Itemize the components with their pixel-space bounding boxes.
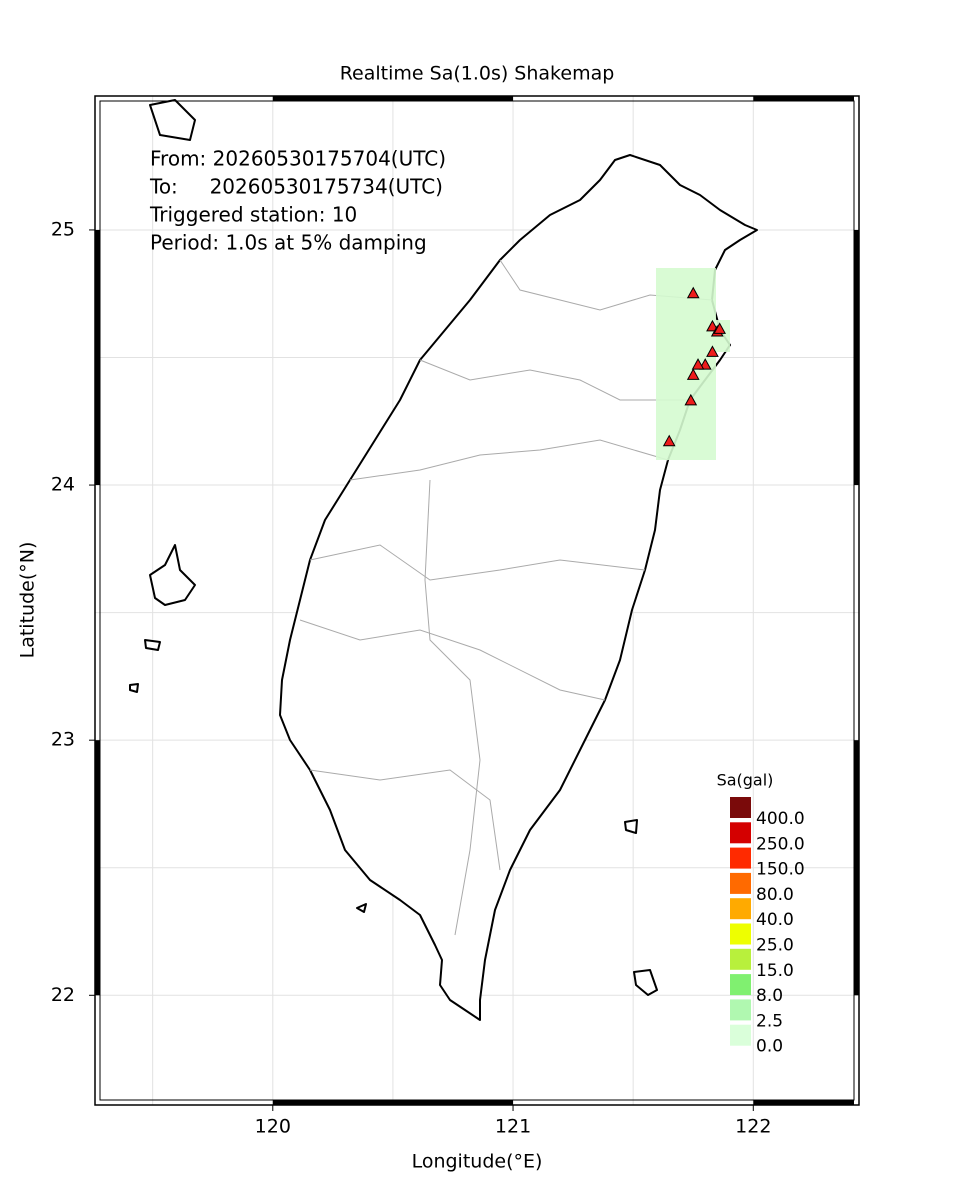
station (686, 286, 700, 299)
y-tick-label: 24 (51, 474, 75, 496)
land (129, 99, 758, 1021)
annotation: Period: 1.0s at 5% damping (150, 231, 427, 255)
legend-label: 2.5 (756, 1011, 783, 1031)
legend-swatch (730, 822, 751, 844)
county-border (424, 479, 481, 936)
island (624, 819, 638, 834)
station (686, 368, 700, 380)
frame-band (753, 1100, 854, 1105)
frame-band (272, 96, 514, 101)
island (144, 639, 161, 651)
legend-swatch (730, 923, 751, 945)
island (149, 544, 196, 606)
legend-swatch (730, 999, 751, 1021)
frame-band (95, 740, 100, 996)
annotation: To: 20260530175734(UTC) (149, 175, 443, 199)
y-tick-label: 25 (51, 218, 75, 240)
station (713, 322, 726, 334)
island (633, 969, 658, 996)
legend-label: 0.0 (756, 1037, 783, 1057)
island (356, 903, 367, 913)
frame (89, 95, 860, 1111)
legend-label: 150.0 (756, 860, 805, 880)
x-tick-label: 122 (735, 1116, 771, 1138)
county-border (349, 439, 669, 481)
station (684, 393, 698, 406)
island (129, 683, 139, 693)
legend-label: 25.0 (756, 936, 794, 956)
frame-band (272, 1100, 514, 1105)
y-tick-label: 22 (51, 984, 75, 1006)
county-border (309, 544, 646, 581)
station (706, 319, 719, 332)
legend-title: Sa(gal) (717, 771, 774, 790)
county-border (309, 769, 501, 871)
frame-band (95, 229, 100, 486)
legend-swatch (730, 847, 751, 869)
x-axis-label: Longitude(°E) (412, 1151, 543, 1173)
legend-label: 250.0 (756, 834, 805, 854)
y-axis-label: Latitude(°N) (17, 542, 39, 659)
frame-band (753, 96, 854, 101)
annotation: From: 20260530175704(UTC) (150, 147, 446, 171)
legend-swatch (730, 948, 751, 970)
chart-title: Realtime Sa(1.0s) Shakemap (340, 63, 615, 85)
legend-swatch (730, 1024, 751, 1046)
legend-label: 8.0 (756, 986, 783, 1006)
x-tick-label: 120 (255, 1116, 291, 1138)
legend-swatch (730, 797, 751, 818)
station (662, 434, 676, 447)
station (691, 358, 705, 370)
legend-swatch (730, 898, 751, 920)
frame-band (854, 740, 859, 996)
frame-band (854, 229, 859, 486)
station (706, 345, 719, 357)
county-border (419, 359, 690, 401)
legend-label: 400.0 (756, 809, 805, 829)
annotation: Triggered station: 10 (149, 203, 357, 227)
x-tick-label: 121 (495, 1116, 531, 1138)
marks (662, 286, 726, 447)
y-tick-label: 23 (51, 729, 75, 751)
legend-swatch (730, 872, 751, 894)
legend-label: 40.0 (756, 910, 794, 930)
legend-swatch (730, 974, 751, 996)
legend-label: 80.0 (756, 885, 794, 905)
legend-label: 15.0 (756, 961, 794, 981)
county-border (299, 619, 606, 701)
